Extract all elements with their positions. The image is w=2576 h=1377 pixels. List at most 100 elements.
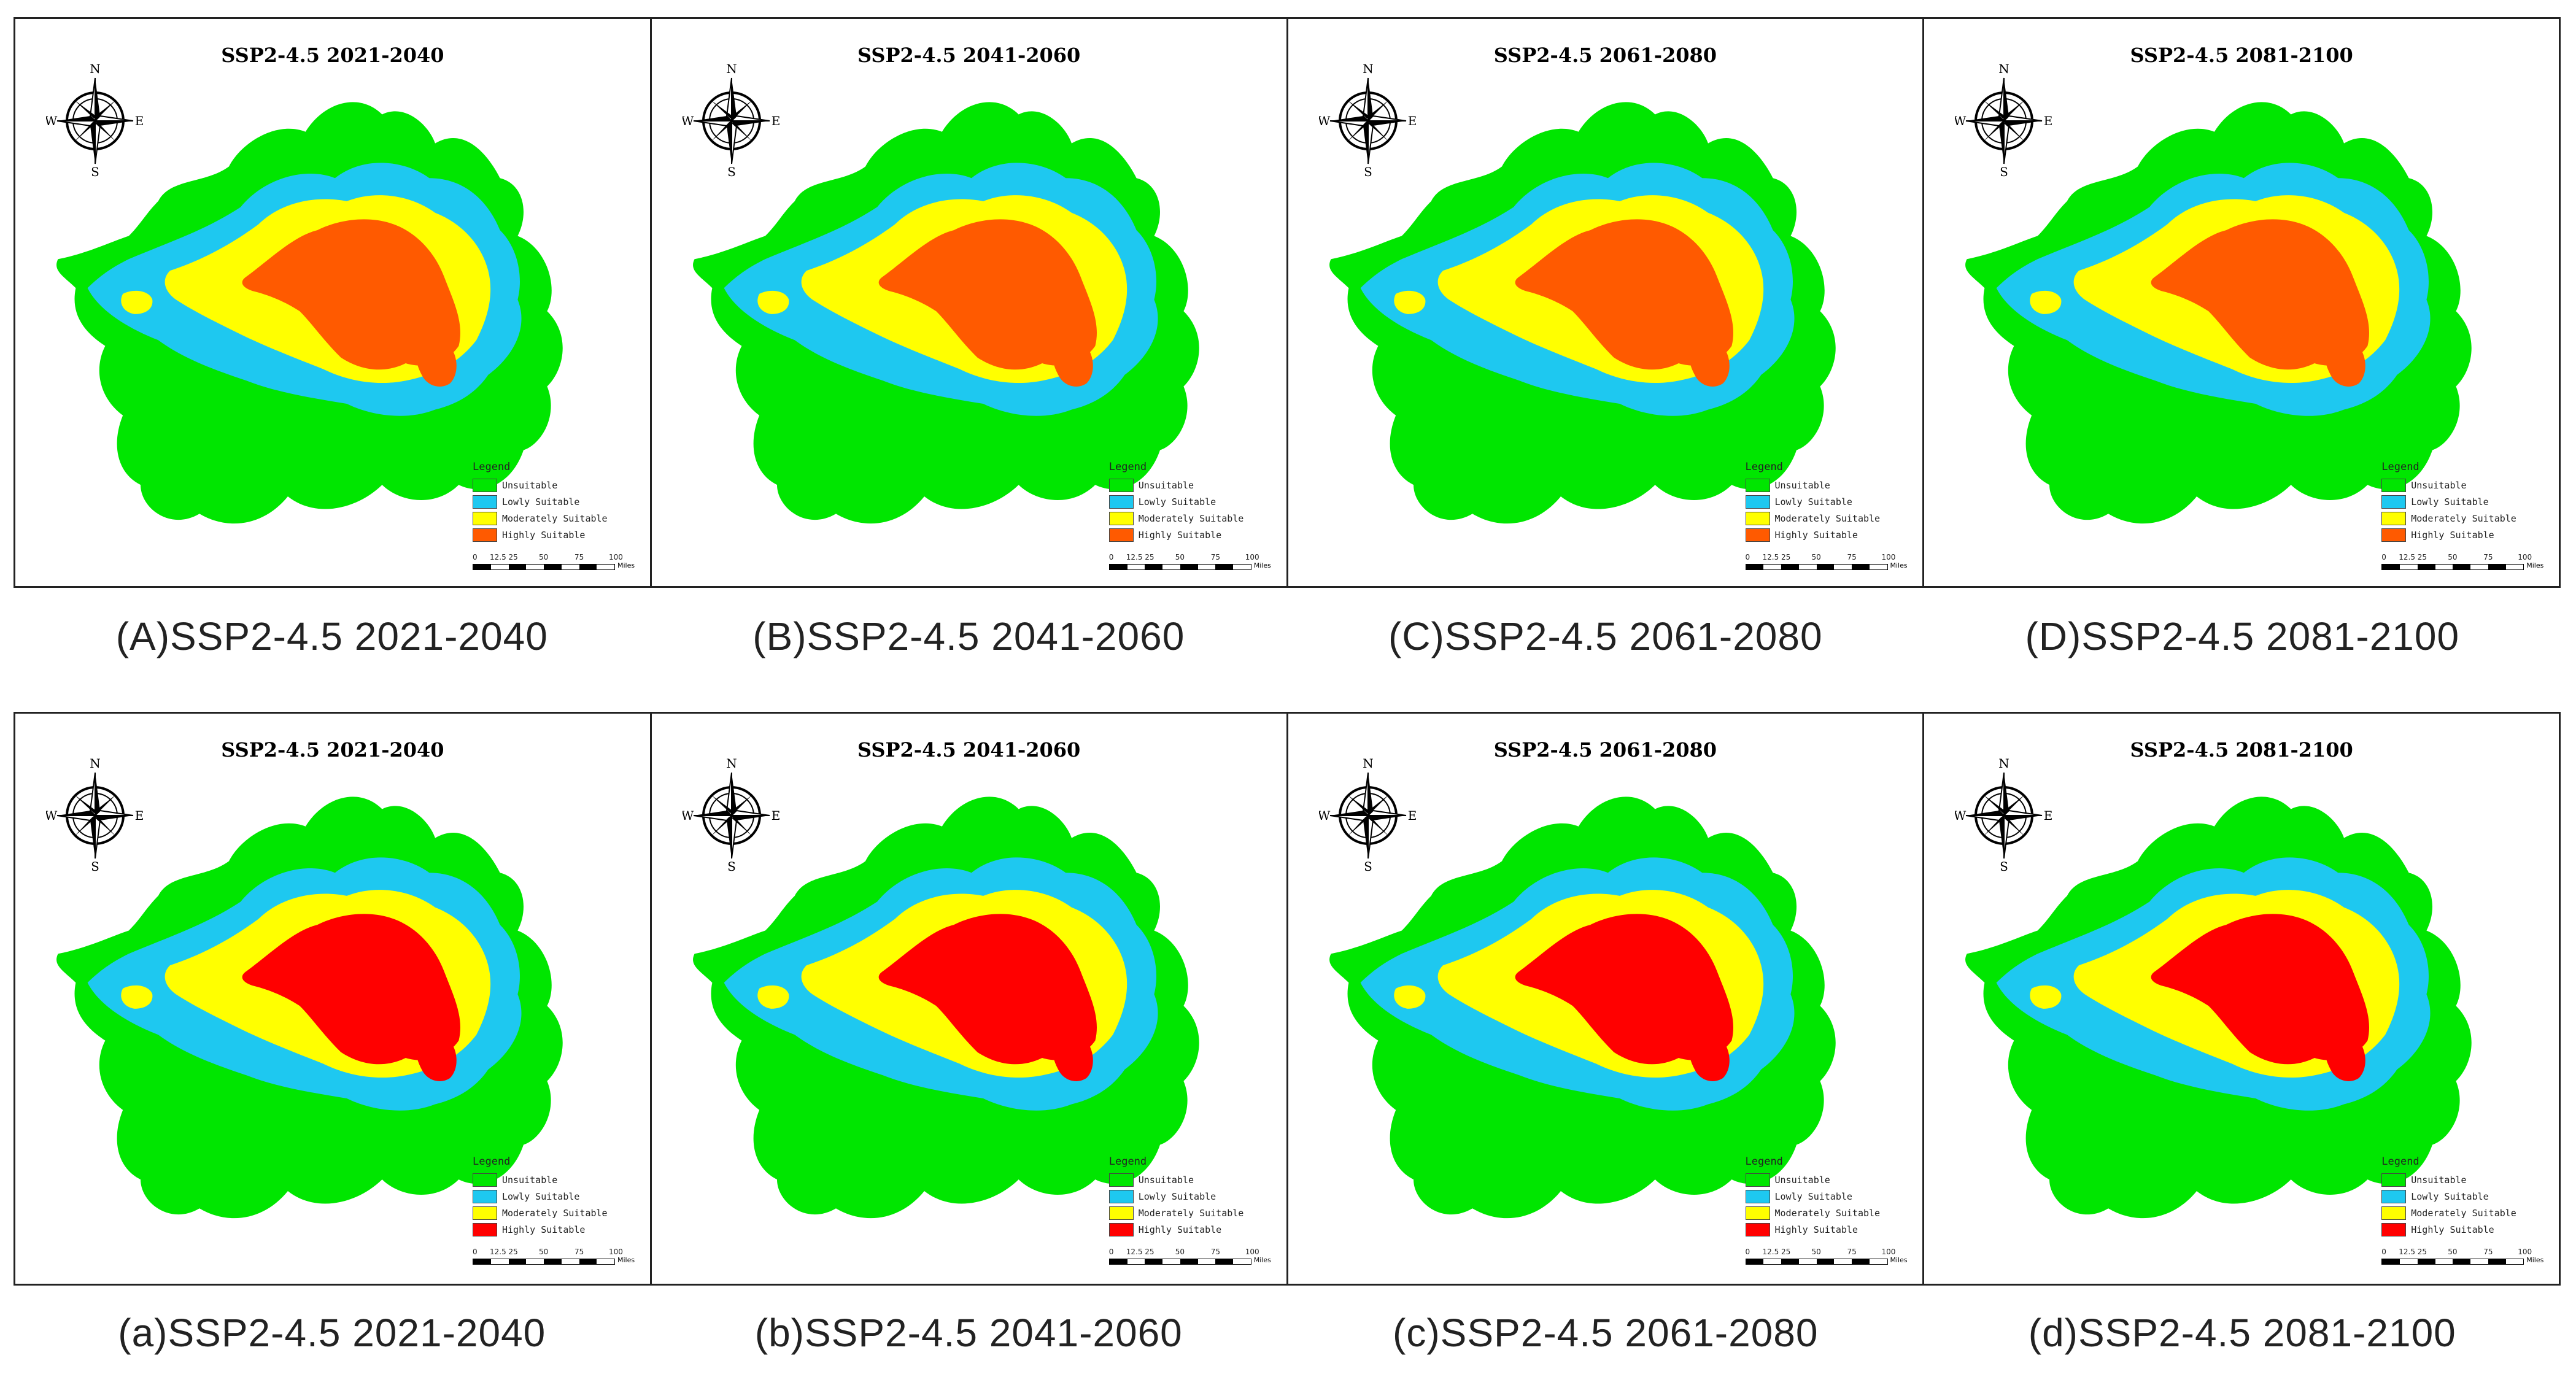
svg-text:N: N <box>1999 62 2010 76</box>
map-panel-lower-3: SSP2-4.5 2061-2080 N S W E <box>1288 714 1925 1284</box>
map-panel-lower-4: SSP2-4.5 2081-2100 N S W E <box>1924 714 2559 1284</box>
panel-title: SSP2-4.5 2061-2080 <box>1493 738 1717 762</box>
legend-item-highly: Highly Suitable <box>1745 1221 1881 1238</box>
legend-item-unsuitable: Unsuitable <box>1108 477 1244 493</box>
legend-item-highly: Highly Suitable <box>473 526 608 543</box>
legend-item-moderately: Moderately Suitable <box>2381 1205 2516 1221</box>
svg-text:S: S <box>1364 859 1372 873</box>
legend: Legend Unsuitable Lowly Suitable Moderat… <box>2381 1155 2516 1238</box>
panel-caption: (d)SSP2-4.5 2081-2100 <box>2028 1311 2456 1355</box>
suitability-map <box>52 763 641 1272</box>
panel-caption: (a)SSP2-4.5 2021-2040 <box>118 1311 546 1355</box>
map-row-top: SSP2-4.5 2021-2040 N S W E <box>14 17 2561 588</box>
svg-text:S: S <box>2000 859 2008 873</box>
legend-item-lowly: Lowly Suitable <box>473 493 608 510</box>
legend-item-moderately: Moderately Suitable <box>1745 510 1880 526</box>
legend-item-highly: Highly Suitable <box>2381 526 2516 543</box>
svg-text:E: E <box>1407 808 1417 823</box>
svg-text:W: W <box>683 808 694 823</box>
compass-rose-icon: N S W E <box>45 756 144 874</box>
legend-item-lowly: Lowly Suitable <box>1108 1188 1244 1205</box>
scale-bar: 0 12.5 25 50 75 100 Miles <box>2381 553 2544 570</box>
svg-text:W: W <box>1319 114 1331 128</box>
scale-bar: 0 12.5 25 50 75 100 Miles <box>473 1248 635 1265</box>
scale-bar: 0 12.5 25 50 75 100 Miles <box>1108 553 1271 570</box>
legend-item-lowly: Lowly Suitable <box>1745 1188 1881 1205</box>
caption-row-bottom: (a)SSP2-4.5 2021-2040 (b)SSP2-4.5 2041-20… <box>14 1310 2561 1356</box>
map-panel-upper-4: SSP2-4.5 2081-2100 N S W E <box>1924 19 2559 586</box>
svg-text:S: S <box>1364 164 1372 179</box>
svg-text:N: N <box>1999 757 2010 771</box>
svg-text:W: W <box>1955 114 1967 128</box>
legend: Legend Unsuitable Lowly Suitable Moderat… <box>2381 461 2516 543</box>
legend-item-unsuitable: Unsuitable <box>473 1171 608 1188</box>
map-panel-upper-1: SSP2-4.5 2021-2040 N S W E <box>15 19 652 586</box>
scale-bar: 0 12.5 25 50 75 100 Miles <box>1745 1248 1908 1265</box>
compass-rose-icon: N S W E <box>681 756 781 874</box>
legend-item-lowly: Lowly Suitable <box>1745 493 1881 510</box>
legend-title: Legend <box>1108 1155 1147 1168</box>
suitability-map <box>52 68 641 577</box>
panel-title: SSP2-4.5 2061-2080 <box>1493 44 1717 67</box>
legend-item-lowly: Lowly Suitable <box>473 1188 608 1205</box>
compass-rose-icon: N S W E <box>1317 756 1417 874</box>
legend-item-highly: Highly Suitable <box>2381 1221 2516 1238</box>
legend: Legend Unsuitable Lowly Suitable Moderat… <box>473 1155 608 1238</box>
panel-title: SSP2-4.5 2081-2100 <box>2130 44 2353 67</box>
svg-text:W: W <box>46 114 58 128</box>
legend-item-moderately: Moderately Suitable <box>473 510 608 526</box>
svg-text:E: E <box>1407 114 1417 128</box>
panel-caption: (c)SSP2-4.5 2061-2080 <box>1393 1311 1819 1355</box>
suitability-map <box>689 68 1278 577</box>
legend: Legend Unsuitable Lowly Suitable Moderat… <box>1745 461 1881 543</box>
legend-title: Legend <box>1108 461 1147 473</box>
legend-item-unsuitable: Unsuitable <box>1108 1171 1244 1188</box>
svg-text:S: S <box>91 164 99 179</box>
panel-title: SSP2-4.5 2021-2040 <box>221 44 444 67</box>
legend-item-moderately: Moderately Suitable <box>473 1205 608 1221</box>
panel-title: SSP2-4.5 2081-2100 <box>2130 738 2353 762</box>
compass-rose-icon: N S W E <box>1317 61 1417 179</box>
panel-title: SSP2-4.5 2021-2040 <box>221 738 444 762</box>
panel-caption: (b)SSP2-4.5 2041-2060 <box>754 1311 1183 1355</box>
legend-title: Legend <box>2381 1155 2419 1168</box>
legend: Legend Unsuitable Lowly Suitable Moderat… <box>1108 1155 1244 1238</box>
map-row-bottom: SSP2-4.5 2021-2040 N S W E <box>14 712 2561 1286</box>
panel-caption: (D)SSP2-4.5 2081-2100 <box>2025 614 2460 658</box>
legend-item-unsuitable: Unsuitable <box>2381 1171 2516 1188</box>
legend-item-highly: Highly Suitable <box>1745 526 1881 543</box>
legend: Legend Unsuitable Lowly Suitable Moderat… <box>1745 1155 1881 1238</box>
panel-title: SSP2-4.5 2041-2060 <box>857 44 1081 67</box>
svg-text:S: S <box>727 859 736 873</box>
map-panel-lower-2: SSP2-4.5 2041-2060 N S W E <box>652 714 1288 1284</box>
svg-text:S: S <box>2000 164 2008 179</box>
panel-title: SSP2-4.5 2041-2060 <box>857 738 1081 762</box>
svg-text:S: S <box>91 859 99 873</box>
legend-item-moderately: Moderately Suitable <box>1745 1205 1880 1221</box>
svg-text:N: N <box>1363 757 1374 771</box>
legend-item-highly: Highly Suitable <box>1108 526 1244 543</box>
compass-rose-icon: N S W E <box>1954 61 2053 179</box>
panel-caption: (C)SSP2-4.5 2061-2080 <box>1388 614 1823 658</box>
legend-item-unsuitable: Unsuitable <box>1745 477 1881 493</box>
legend-item-unsuitable: Unsuitable <box>1745 1171 1881 1188</box>
svg-text:E: E <box>771 114 780 128</box>
legend-item-lowly: Lowly Suitable <box>2381 493 2516 510</box>
svg-text:W: W <box>1319 808 1331 823</box>
svg-text:E: E <box>2044 808 2053 823</box>
svg-text:N: N <box>1363 62 1374 76</box>
svg-text:W: W <box>1955 808 1967 823</box>
svg-text:N: N <box>90 62 101 76</box>
svg-text:E: E <box>135 114 144 128</box>
legend-item-moderately: Moderately Suitable <box>1108 510 1244 526</box>
scale-bar: 0 12.5 25 50 75 100 Miles <box>2381 1248 2544 1265</box>
suitability-map <box>1325 763 1914 1272</box>
suitability-map <box>1961 68 2550 577</box>
legend-item-lowly: Lowly Suitable <box>1108 493 1244 510</box>
compass-rose-icon: N S W E <box>681 61 781 179</box>
scale-bar: 0 12.5 25 50 75 100 Miles <box>473 553 635 570</box>
legend: Legend Unsuitable Lowly Suitable Moderat… <box>473 461 608 543</box>
legend-title: Legend <box>1745 1155 1783 1168</box>
scale-bar: 0 12.5 25 50 75 100 Miles <box>1108 1248 1271 1265</box>
legend-item-unsuitable: Unsuitable <box>473 477 608 493</box>
